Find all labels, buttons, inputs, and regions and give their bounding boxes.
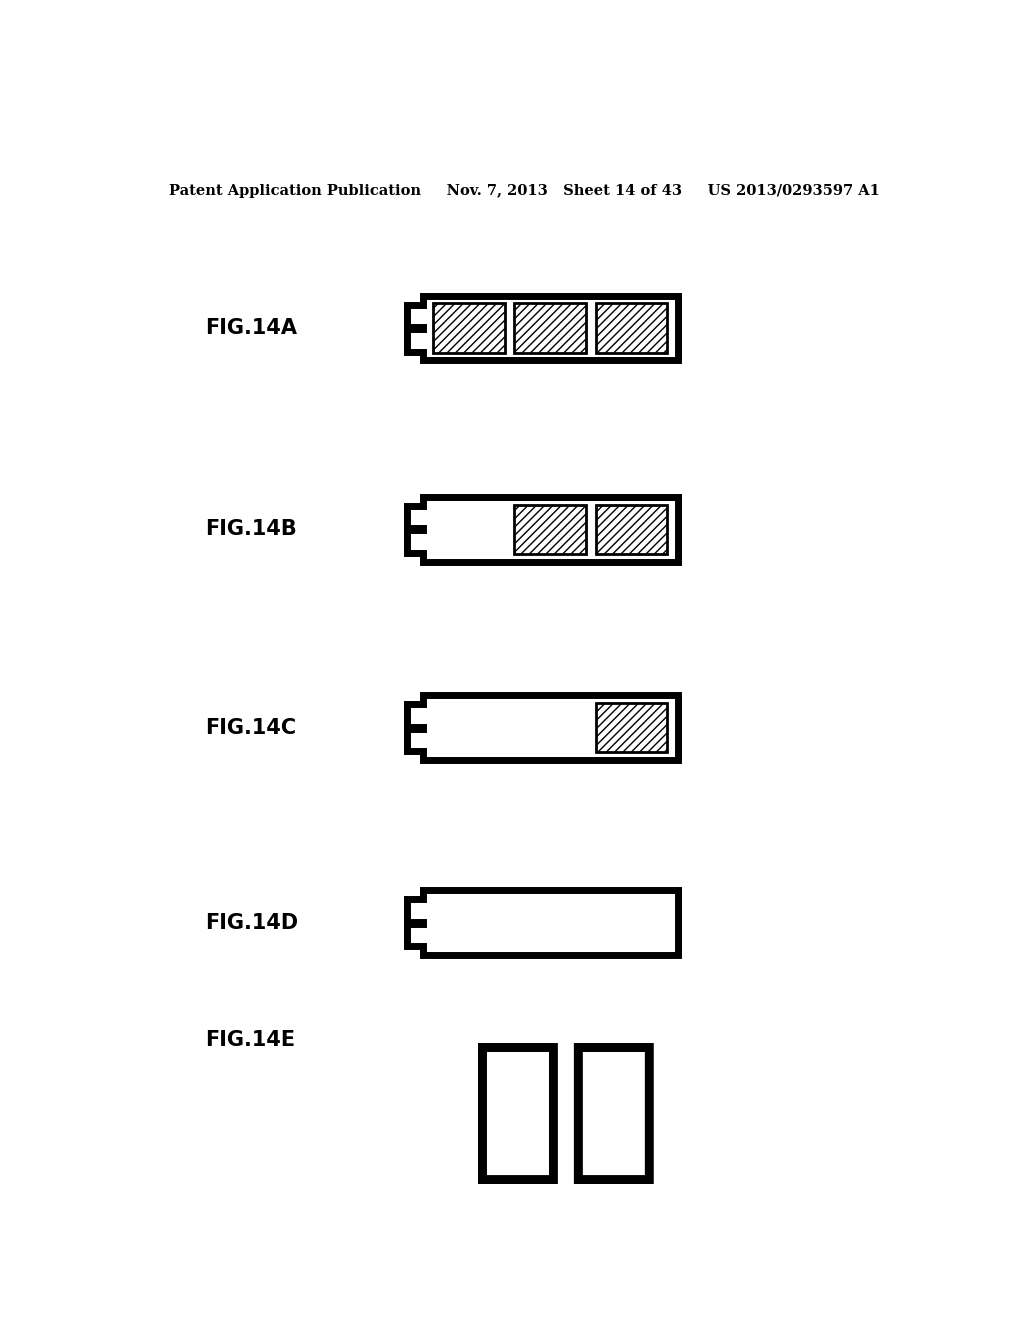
Text: 充電: 充電	[470, 1035, 662, 1189]
Bar	[596, 704, 668, 752]
Polygon shape	[407, 891, 678, 956]
Text: FIG.14E: FIG.14E	[206, 1030, 296, 1049]
Bar	[596, 504, 668, 554]
Polygon shape	[407, 296, 678, 360]
Text: FIG.14A: FIG.14A	[206, 318, 298, 338]
Polygon shape	[407, 498, 678, 562]
Text: FIG.14C: FIG.14C	[206, 718, 297, 738]
Bar	[433, 304, 505, 352]
Text: FIG.14B: FIG.14B	[206, 519, 297, 540]
Text: FIG.14D: FIG.14D	[206, 912, 299, 933]
Bar	[514, 504, 587, 554]
Bar	[514, 304, 587, 352]
Text: Patent Application Publication     Nov. 7, 2013   Sheet 14 of 43     US 2013/029: Patent Application Publication Nov. 7, 2…	[169, 183, 881, 198]
Bar	[596, 304, 668, 352]
Polygon shape	[407, 696, 678, 760]
